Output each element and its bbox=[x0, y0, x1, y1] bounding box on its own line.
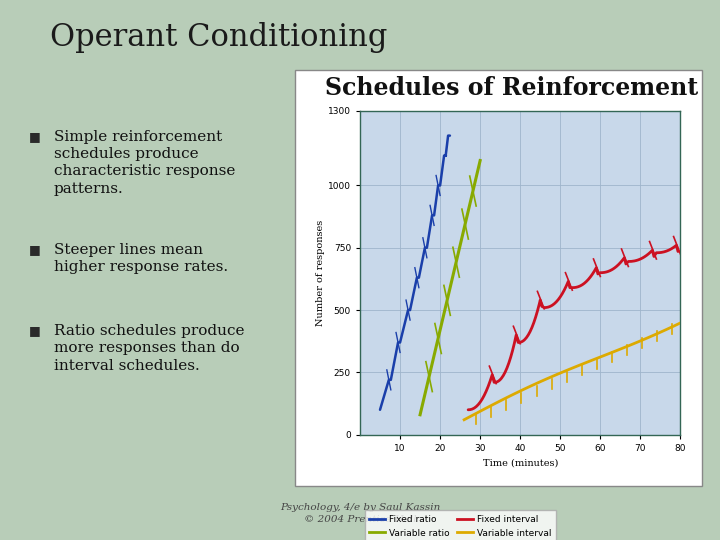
Text: Steeper lines mean
higher response rates.: Steeper lines mean higher response rates… bbox=[54, 243, 228, 274]
FancyBboxPatch shape bbox=[295, 70, 702, 486]
Text: Ratio schedules produce
more responses than do
interval schedules.: Ratio schedules produce more responses t… bbox=[54, 324, 245, 373]
Text: ■: ■ bbox=[29, 324, 40, 337]
Text: Psychology, 4/e by Saul Kassin
© 2004 Prentice Hall: Psychology, 4/e by Saul Kassin © 2004 Pr… bbox=[280, 503, 440, 524]
Text: Simple reinforcement
schedules produce
characteristic response
patterns.: Simple reinforcement schedules produce c… bbox=[54, 130, 235, 195]
Y-axis label: Number of responses: Number of responses bbox=[316, 220, 325, 326]
X-axis label: Time (minutes): Time (minutes) bbox=[482, 458, 558, 467]
Text: ■: ■ bbox=[29, 130, 40, 143]
Text: Operant Conditioning: Operant Conditioning bbox=[50, 22, 388, 52]
Text: Schedules of Reinforcement: Schedules of Reinforcement bbox=[325, 76, 698, 99]
Text: ■: ■ bbox=[29, 243, 40, 256]
Legend: Fixed ratio, Variable ratio, Fixed interval, Variable interval: Fixed ratio, Variable ratio, Fixed inter… bbox=[364, 510, 556, 540]
